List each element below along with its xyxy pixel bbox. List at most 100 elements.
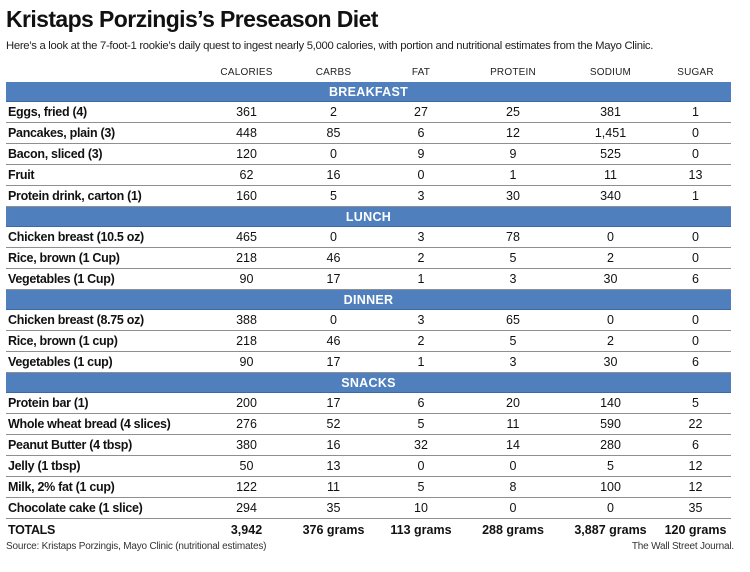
fat-cell: 27: [377, 101, 465, 123]
sodium-cell: 0: [561, 309, 660, 331]
food-item-label: Rice, brown (1 Cup): [6, 247, 203, 269]
carbs-cell: 35: [290, 497, 377, 519]
calories-cell: 218: [203, 330, 290, 352]
food-item-label: Fruit: [6, 164, 203, 186]
sugar-cell: 0: [660, 309, 731, 331]
protein-cell: 9: [465, 143, 561, 165]
fat-cell: 9: [377, 143, 465, 165]
food-item-label: Vegetables (1 Cup): [6, 268, 203, 290]
sodium-cell: 0: [561, 226, 660, 248]
sugar-cell: 0: [660, 330, 731, 352]
calories-cell: 160: [203, 185, 290, 207]
food-item-label: Chocolate cake (1 slice): [6, 497, 203, 519]
protein-cell: 5: [465, 247, 561, 269]
section-header: LUNCH: [6, 206, 731, 227]
protein-cell: 78: [465, 226, 561, 248]
sodium-cell: 590: [561, 413, 660, 435]
carbs-cell: 17: [290, 392, 377, 414]
section-header-row: LUNCH: [6, 206, 731, 227]
totals-sugar: 120 grams: [664, 523, 727, 537]
fat-cell: 2: [377, 330, 465, 352]
chart-title: Kristaps Porzingis’s Preseason Diet: [6, 6, 378, 32]
calories-cell: 361: [203, 101, 290, 123]
sugar-cell: 13: [660, 164, 731, 186]
column-header-sodium: SODIUM: [589, 66, 632, 78]
table-row: Vegetables (1 cup) 90 17 1 3 30 6: [6, 351, 731, 373]
food-item-label: Rice, brown (1 cup): [6, 330, 203, 352]
fat-cell: 5: [377, 476, 465, 498]
food-item-label: Pancakes, plain (3): [6, 122, 203, 144]
carbs-cell: 11: [290, 476, 377, 498]
calories-cell: 122: [203, 476, 290, 498]
protein-cell: 65: [465, 309, 561, 331]
section-header: DINNER: [6, 289, 731, 310]
sodium-cell: 5: [561, 455, 660, 477]
protein-cell: 8: [465, 476, 561, 498]
table-row: Peanut Butter (4 tbsp) 380 16 32 14 280 6: [6, 434, 731, 456]
protein-cell: 3: [465, 351, 561, 373]
sugar-cell: 35: [660, 497, 731, 519]
table-row: Eggs, fried (4) 361 2 27 25 381 1: [6, 101, 731, 123]
food-item-label: Jelly (1 tbsp): [6, 455, 203, 477]
section-header-row: BREAKFAST: [6, 82, 731, 102]
table-row: Protein bar (1) 200 17 6 20 140 5: [6, 392, 731, 414]
totals-carbs: 376 grams: [302, 523, 365, 537]
calories-cell: 218: [203, 247, 290, 269]
protein-cell: 3: [465, 268, 561, 290]
calories-cell: 90: [203, 351, 290, 373]
sugar-cell: 5: [660, 392, 731, 414]
fat-cell: 5: [377, 413, 465, 435]
calories-cell: 62: [203, 164, 290, 186]
sodium-cell: 140: [561, 392, 660, 414]
calories-cell: 90: [203, 268, 290, 290]
carbs-cell: 0: [290, 143, 377, 165]
table-row: Bacon, sliced (3) 120 0 9 9 525 0: [6, 143, 731, 165]
carbs-cell: 16: [290, 164, 377, 186]
column-header-fat: FAT: [411, 66, 431, 78]
section-header-row: SNACKS: [6, 372, 731, 393]
sugar-cell: 6: [660, 434, 731, 456]
sugar-cell: 6: [660, 268, 731, 290]
table-row: Pancakes, plain (3) 448 85 6 12 1,451 0: [6, 122, 731, 144]
column-header-sugar: SUGAR: [677, 66, 714, 78]
section-header: BREAKFAST: [6, 82, 731, 102]
sodium-cell: 100: [561, 476, 660, 498]
food-item-label: Milk, 2% fat (1 cup): [6, 476, 203, 498]
protein-cell: 5: [465, 330, 561, 352]
sugar-cell: 1: [660, 101, 731, 123]
carbs-cell: 0: [290, 226, 377, 248]
protein-cell: 0: [465, 455, 561, 477]
fat-cell: 3: [377, 185, 465, 207]
chart-subtitle: Here’s a look at the 7-foot-1 rookie’s d…: [6, 40, 654, 52]
table-row: Whole wheat bread (4 slices) 276 52 5 11 590 2…: [6, 413, 731, 435]
calories-cell: 120: [203, 143, 290, 165]
totals-row: TOTALS 3,942 376 grams 113 grams 288 gra…: [6, 519, 731, 542]
food-item-label: Eggs, fried (4): [6, 101, 203, 123]
totals-protein: 288 grams: [482, 523, 544, 537]
sodium-cell: 1,451: [561, 122, 660, 144]
carbs-cell: 2: [290, 101, 377, 123]
table-row: Chocolate cake (1 slice) 294 35 10 0 0 35: [6, 497, 731, 519]
calories-cell: 276: [203, 413, 290, 435]
sodium-cell: 340: [561, 185, 660, 207]
column-header-item: [6, 62, 203, 82]
food-item-label: Protein bar (1): [6, 392, 203, 414]
sugar-cell: 0: [660, 122, 731, 144]
section-header-row: DINNER: [6, 289, 731, 310]
sugar-cell: 0: [660, 226, 731, 248]
carbs-cell: 0: [290, 309, 377, 331]
table-row: Protein drink, carton (1) 160 5 3 30 340 1: [6, 185, 731, 207]
table-row: Milk, 2% fat (1 cup) 122 11 5 8 100 12: [6, 476, 731, 498]
food-item-label: Protein drink, carton (1): [6, 185, 203, 207]
protein-cell: 25: [465, 101, 561, 123]
calories-cell: 448: [203, 122, 290, 144]
protein-cell: 12: [465, 122, 561, 144]
table-row: Rice, brown (1 Cup) 218 46 2 5 2 0: [6, 247, 731, 269]
fat-cell: 3: [377, 309, 465, 331]
column-header-row: CALORIES CARBS FAT PROTEIN SODIUM SUGAR: [6, 62, 731, 82]
sodium-cell: 2: [561, 330, 660, 352]
sodium-cell: 280: [561, 434, 660, 456]
food-item-label: Bacon, sliced (3): [6, 143, 203, 165]
carbs-cell: 17: [290, 351, 377, 373]
fat-cell: 0: [377, 164, 465, 186]
